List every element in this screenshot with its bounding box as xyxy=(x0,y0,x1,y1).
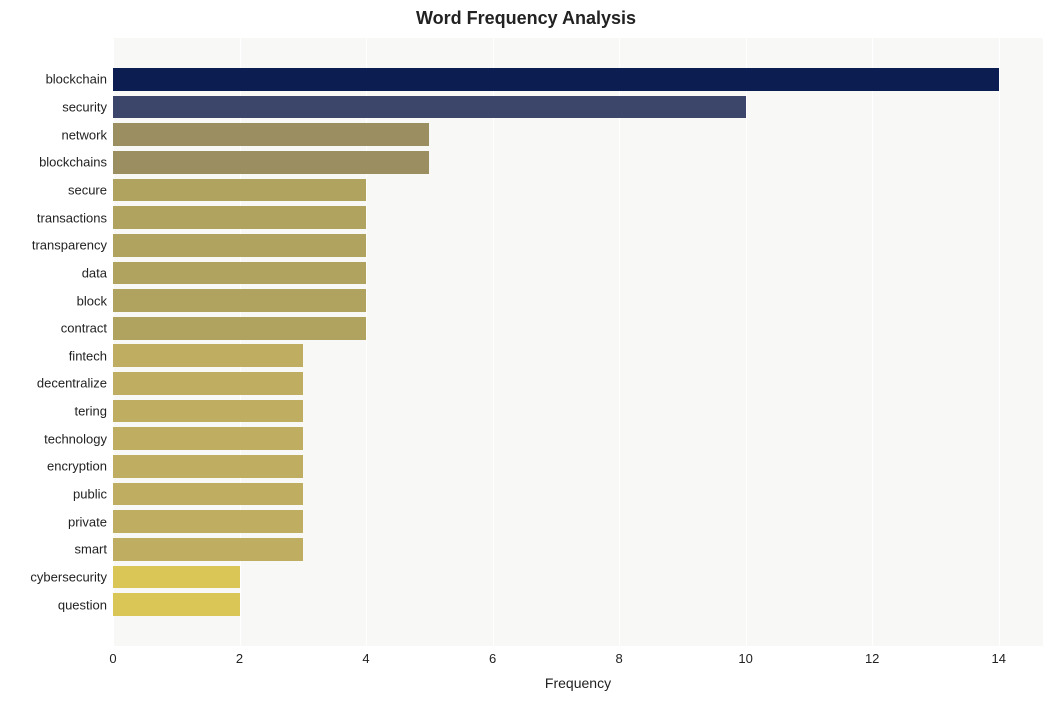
gridline xyxy=(493,38,494,646)
chart-title: Word Frequency Analysis xyxy=(0,0,1052,33)
bar xyxy=(113,151,429,174)
x-tick-label: 4 xyxy=(362,651,369,666)
y-tick-label: secure xyxy=(68,183,113,198)
bar xyxy=(113,317,366,340)
bar xyxy=(113,344,303,367)
y-tick-label: block xyxy=(77,293,113,308)
y-tick-label: cybersecurity xyxy=(30,569,113,584)
gridline xyxy=(619,38,620,646)
y-tick-label: public xyxy=(73,487,113,502)
bar xyxy=(113,262,366,285)
y-tick-label: private xyxy=(68,514,113,529)
bar xyxy=(113,179,366,202)
y-tick-label: contract xyxy=(61,321,113,336)
y-tick-label: technology xyxy=(44,431,113,446)
plot-area: Frequency 02468101214blockchainsecurityn… xyxy=(113,38,1043,646)
y-tick-label: transactions xyxy=(37,210,113,225)
bar xyxy=(113,372,303,395)
y-tick-label: blockchains xyxy=(39,155,113,170)
bar xyxy=(113,538,303,561)
y-tick-label: tering xyxy=(74,404,113,419)
bar xyxy=(113,510,303,533)
bar xyxy=(113,427,303,450)
y-tick-label: smart xyxy=(75,542,114,557)
y-tick-label: blockchain xyxy=(46,72,113,87)
y-tick-label: transparency xyxy=(32,238,113,253)
x-tick-label: 14 xyxy=(991,651,1005,666)
y-tick-label: network xyxy=(61,127,113,142)
gridline xyxy=(746,38,747,646)
bar xyxy=(113,593,240,616)
bar xyxy=(113,400,303,423)
bar xyxy=(113,96,746,119)
y-tick-label: question xyxy=(58,597,113,612)
bar xyxy=(113,455,303,478)
x-axis-label: Frequency xyxy=(545,675,611,691)
bar xyxy=(113,123,429,146)
y-tick-label: data xyxy=(82,265,113,280)
gridline xyxy=(999,38,1000,646)
x-tick-label: 6 xyxy=(489,651,496,666)
x-tick-label: 10 xyxy=(738,651,752,666)
bar xyxy=(113,206,366,229)
bar xyxy=(113,68,999,91)
x-tick-label: 8 xyxy=(615,651,622,666)
x-tick-label: 0 xyxy=(109,651,116,666)
y-tick-label: security xyxy=(62,100,113,115)
bar xyxy=(113,566,240,589)
gridline xyxy=(872,38,873,646)
y-tick-label: decentralize xyxy=(37,376,113,391)
bar xyxy=(113,483,303,506)
bar xyxy=(113,289,366,312)
y-tick-label: encryption xyxy=(47,459,113,474)
chart-container: Word Frequency Analysis Frequency 024681… xyxy=(0,0,1052,701)
bar xyxy=(113,234,366,257)
x-tick-label: 12 xyxy=(865,651,879,666)
y-tick-label: fintech xyxy=(69,348,113,363)
x-tick-label: 2 xyxy=(236,651,243,666)
